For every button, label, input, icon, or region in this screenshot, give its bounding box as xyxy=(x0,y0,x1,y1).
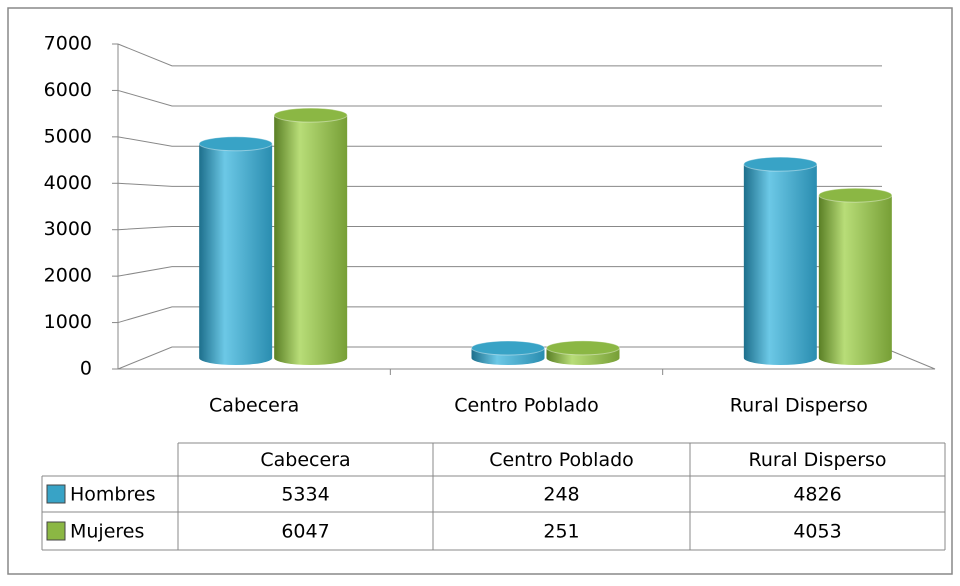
grid-line xyxy=(117,306,882,324)
bar xyxy=(273,107,348,366)
bar-part xyxy=(198,136,273,152)
grid-line xyxy=(117,226,882,231)
table-cell: 4826 xyxy=(793,484,841,506)
bar xyxy=(743,156,818,366)
bar xyxy=(198,136,273,365)
y-tick-label: 0 xyxy=(80,358,92,380)
table-cell: 4053 xyxy=(793,521,841,543)
y-tick-label: 6000 xyxy=(44,79,92,101)
bar-part xyxy=(818,187,893,203)
y-tick-label: 1000 xyxy=(44,311,92,333)
legend-label: Mujeres xyxy=(70,521,144,543)
x-tick-label: Cabecera xyxy=(209,395,299,417)
bar-part xyxy=(471,340,545,356)
bar-part xyxy=(274,115,348,366)
grid-line xyxy=(117,136,882,147)
table-cell: 6047 xyxy=(281,521,329,543)
bar xyxy=(546,340,620,366)
grid-line xyxy=(117,266,882,277)
bar xyxy=(471,340,545,366)
table-cell: 251 xyxy=(543,521,579,543)
bar-part xyxy=(743,164,817,366)
x-tick-label: Centro Poblado xyxy=(454,395,599,417)
y-tick-label: 5000 xyxy=(44,125,92,147)
grid-line xyxy=(117,182,882,187)
table-cell: 248 xyxy=(543,484,579,506)
legend-swatch xyxy=(46,521,66,541)
bar-part xyxy=(743,156,818,172)
y-tick-label: 3000 xyxy=(44,218,92,240)
table-header: Centro Poblado xyxy=(489,449,634,471)
y-tick-label: 2000 xyxy=(44,265,92,287)
table-cell: 5334 xyxy=(281,484,329,506)
grid-line xyxy=(117,43,882,67)
y-tick-label: 7000 xyxy=(44,33,92,55)
bar-part xyxy=(546,340,620,356)
table-header: Rural Disperso xyxy=(748,449,886,471)
bar-part xyxy=(818,195,892,366)
bar xyxy=(818,187,893,366)
legend-swatch xyxy=(46,484,66,504)
table-header: Cabecera xyxy=(260,449,350,471)
grid-line xyxy=(117,89,882,107)
y-tick-label: 4000 xyxy=(44,172,92,194)
legend-label: Hombres xyxy=(70,484,155,506)
x-tick-label: Rural Disperso xyxy=(730,395,868,417)
bar-part xyxy=(199,143,273,365)
bar-part xyxy=(273,107,348,123)
